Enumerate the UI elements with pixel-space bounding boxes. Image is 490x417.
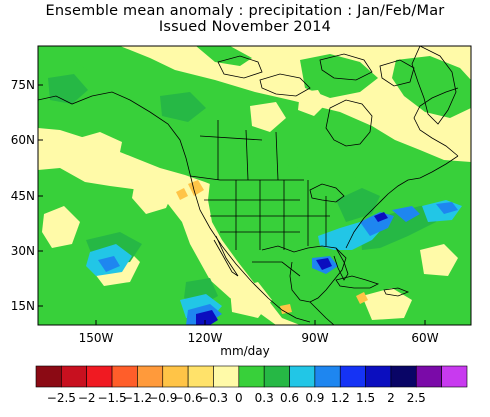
colorbar-label: 2 <box>387 391 395 405</box>
colorbar-swatch <box>415 365 442 388</box>
x-tick-label: 60W <box>411 331 438 345</box>
colorbar-label: 0.3 <box>255 391 274 405</box>
colorbar-swatch <box>289 365 316 388</box>
map-frame <box>37 45 472 326</box>
colorbar-label: 0.9 <box>305 391 324 405</box>
colorbar-boxes <box>35 365 468 388</box>
colorbar-swatch <box>162 365 189 388</box>
colorbar-label: −1.2 <box>123 391 152 405</box>
colorbar-label: −2.5 <box>47 391 76 405</box>
x-tick-label: 90W <box>301 331 328 345</box>
colorbar-label: 0.6 <box>280 391 299 405</box>
colorbar-label: 1.5 <box>356 391 375 405</box>
colorbar-swatch <box>238 365 265 388</box>
colorbar-swatch <box>86 365 113 388</box>
colorbar-label: 2.5 <box>407 391 426 405</box>
colorbar-label: −2 <box>78 391 96 405</box>
units-label: mm/day <box>220 344 270 358</box>
x-axis-ticks: 150W 120W 90W 60W <box>79 320 439 345</box>
y-tick-label: 75N <box>11 78 35 92</box>
map-plot-area <box>38 46 471 325</box>
colorbar-label: −0.6 <box>174 391 203 405</box>
colorbar-swatch <box>213 365 240 388</box>
colorbar-swatch <box>111 365 138 388</box>
colorbar-label: 0 <box>235 391 243 405</box>
colorbar-swatch <box>35 365 62 388</box>
y-tick-label: 30N <box>11 244 35 258</box>
colorbar-swatch <box>137 365 164 388</box>
colorbar-swatch <box>187 365 214 388</box>
colorbar-swatch <box>61 365 88 388</box>
x-tick-label: 120W <box>188 331 223 345</box>
colorbar-swatch <box>314 365 341 388</box>
colorbar-label: −0.3 <box>199 391 228 405</box>
colorbar-swatch <box>263 365 290 388</box>
y-axis-ticks: 75N 60N 45N 30N 15N <box>11 78 43 313</box>
x-tick-label: 150W <box>79 331 114 345</box>
coastlines <box>38 46 459 325</box>
y-tick-label: 60N <box>11 133 35 147</box>
colorbar-swatch <box>365 365 392 388</box>
colorbar-swatch <box>441 365 468 388</box>
colorbar-label: 1.2 <box>331 391 350 405</box>
title-line-2: Issued November 2014 <box>158 19 332 35</box>
colorbar-swatch <box>339 365 366 388</box>
colorbar-label: −1.5 <box>97 391 126 405</box>
colorbar-label: −0.9 <box>148 391 177 405</box>
negative-anomaly-spots <box>176 180 368 314</box>
very-strong-positive-navy <box>196 212 388 325</box>
colorbar-swatch <box>390 365 417 388</box>
title-line-1: Ensemble mean anomaly : precipitation : … <box>45 3 445 19</box>
near-zero-patches <box>42 90 471 320</box>
colorbar-labels: −2.5 −2 −1.5−1.2−0.9−0.6−0.3 0 0.3 0.6 0.9 1.2 1… <box>47 391 426 405</box>
y-tick-label: 45N <box>11 189 35 203</box>
y-tick-label: 15N <box>11 299 35 313</box>
